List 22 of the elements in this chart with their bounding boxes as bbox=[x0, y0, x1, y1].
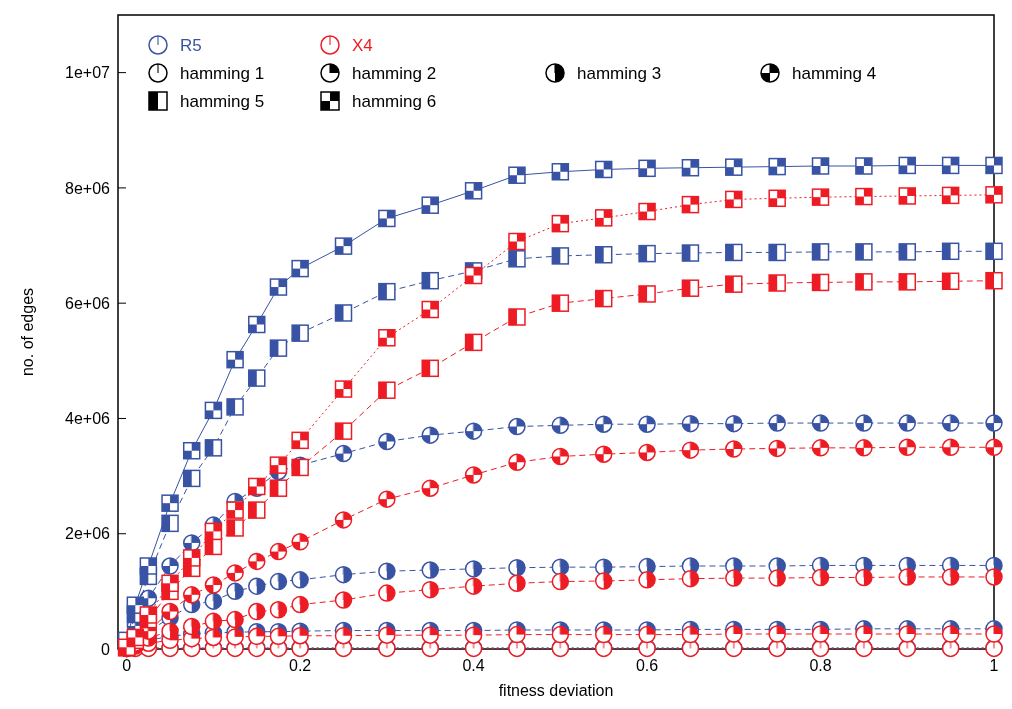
y-tick-label: 4e+06 bbox=[65, 410, 111, 428]
x-tick-label: 1 bbox=[989, 657, 999, 674]
y-tick-label: 8e+06 bbox=[65, 179, 111, 197]
annotation: hamming 4 bbox=[792, 63, 877, 83]
y-tick-label: 2e+06 bbox=[65, 525, 111, 543]
x-tick-label: 0 bbox=[122, 657, 132, 674]
y-tick-label: 1e+07 bbox=[65, 64, 111, 82]
x-axis-title: fitness deviation bbox=[498, 682, 614, 699]
y-tick-label: 6e+06 bbox=[65, 294, 111, 312]
x-tick-label: 0.6 bbox=[635, 657, 659, 674]
x-tick-label: 0.4 bbox=[462, 657, 485, 674]
x-tick-label: 0.2 bbox=[289, 657, 312, 674]
y-axis-title: no. of edges bbox=[19, 287, 36, 377]
annotation: hamming 6 bbox=[352, 91, 437, 111]
x-tick-label: 0.8 bbox=[809, 657, 832, 674]
annotation: hamming 3 bbox=[577, 63, 662, 83]
legend-label: R5 bbox=[180, 35, 202, 55]
annotation: hamming 2 bbox=[352, 63, 437, 83]
annotation: hamming 5 bbox=[180, 91, 265, 111]
annotation: hamming 1 bbox=[180, 63, 265, 83]
legend-label: X4 bbox=[352, 35, 373, 55]
y-tick-label: 0 bbox=[101, 640, 111, 658]
